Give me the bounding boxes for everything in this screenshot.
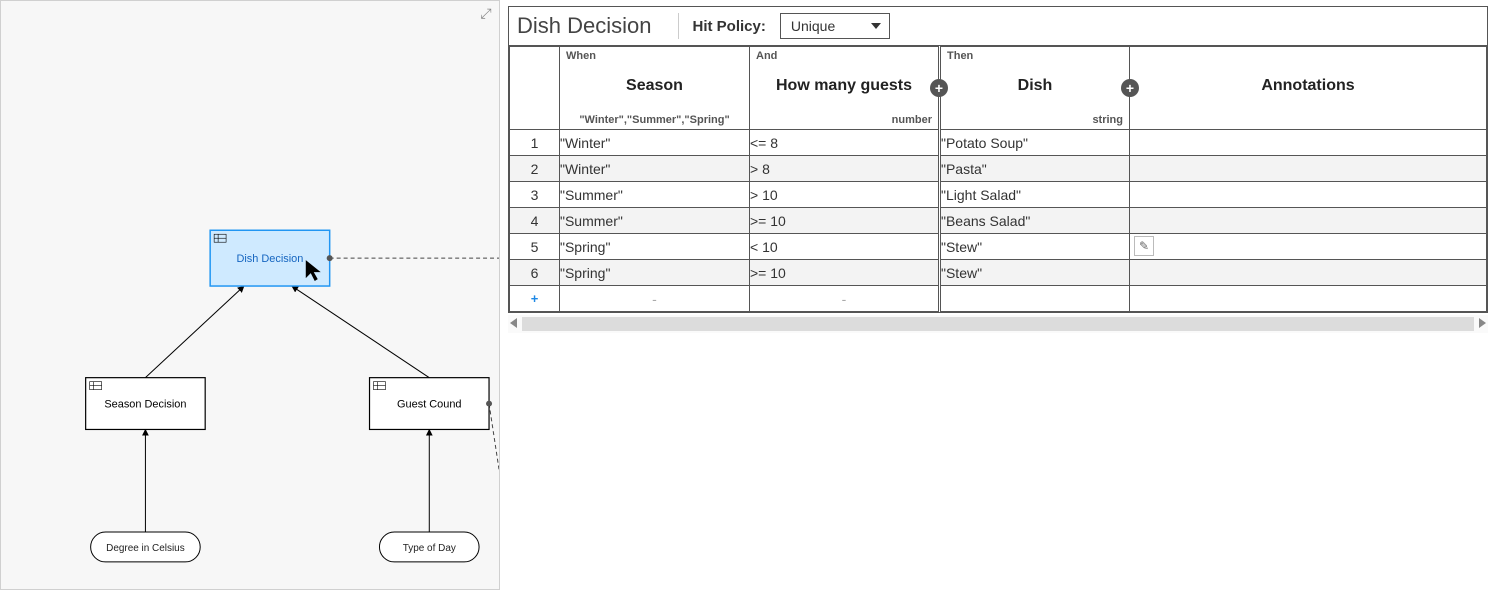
cell-output-dish[interactable]: "Stew" [940, 234, 1130, 260]
edge-season-to-dish [145, 286, 244, 378]
placeholder-cell[interactable] [1130, 286, 1487, 312]
add-output-column-button[interactable]: + [1121, 79, 1139, 97]
placeholder-cell[interactable]: - [560, 286, 750, 312]
input-degree-celsius-label: Degree in Celsius [106, 543, 185, 554]
table-title[interactable]: Dish Decision [517, 13, 664, 39]
edge-guest-to-dish [292, 286, 429, 378]
row-number: 4 [510, 208, 560, 234]
header-output-dish[interactable]: Then Dish string + [940, 47, 1130, 130]
output-dish-type: string [1092, 114, 1123, 126]
horizontal-scrollbar[interactable] [508, 315, 1488, 333]
output-dish-name: Dish [941, 77, 1129, 95]
node-season-decision[interactable]: Season Decision [86, 378, 206, 430]
diagram-panel[interactable]: ⤢ Dish Decision [0, 0, 500, 590]
input-season-values: "Winter","Summer","Spring" [560, 114, 749, 126]
hit-policy-select[interactable]: Unique [780, 13, 890, 39]
add-row[interactable]: +-- [510, 286, 1487, 312]
cell-input-season[interactable]: "Summer" [560, 208, 750, 234]
placeholder-cell[interactable] [940, 286, 1130, 312]
node-guest-count[interactable]: Guest Cound [370, 378, 493, 430]
cell-annotation[interactable] [1130, 260, 1487, 286]
hit-policy-label: Hit Policy: [693, 18, 766, 35]
cell-output-dish[interactable]: "Potato Soup" [940, 130, 1130, 156]
annotations-header-label: Annotations [1130, 77, 1486, 95]
table-row[interactable]: 6"Spring">= 10"Stew" [510, 260, 1487, 286]
cell-output-dish[interactable]: "Beans Salad" [940, 208, 1130, 234]
selection-handle[interactable] [327, 255, 333, 261]
decision-table: When Season "Winter","Summer","Spring" A… [509, 46, 1487, 312]
header-annotations[interactable]: Annotations [1130, 47, 1487, 130]
clause-when: When [566, 50, 596, 62]
add-input-column-button[interactable]: + [930, 79, 948, 97]
cell-input-season[interactable]: "Summer" [560, 182, 750, 208]
cell-input-guests[interactable]: > 8 [750, 156, 940, 182]
cell-input-season[interactable]: "Winter" [560, 156, 750, 182]
add-row-button[interactable]: + [510, 286, 560, 312]
table-row[interactable]: 3"Summer"> 10"Light Salad" [510, 182, 1487, 208]
hit-policy-value: Unique [791, 18, 835, 34]
clause-and: And [756, 50, 777, 62]
input-guests-name: How many guests [750, 77, 938, 95]
row-number: 2 [510, 156, 560, 182]
input-season-name: Season [560, 77, 749, 95]
input-type-of-day-label: Type of Day [403, 543, 456, 554]
row-number: 1 [510, 130, 560, 156]
cell-output-dish[interactable]: "Stew" [940, 260, 1130, 286]
input-degree-celsius[interactable]: Degree in Celsius [91, 532, 201, 562]
header-rownum [510, 47, 560, 130]
table-row[interactable]: 4"Summer">= 10"Beans Salad" [510, 208, 1487, 234]
cell-annotation[interactable] [1130, 130, 1487, 156]
cell-input-guests[interactable]: <= 8 [750, 130, 940, 156]
cell-input-guests[interactable]: < 10 [750, 234, 940, 260]
pencil-icon[interactable]: ✎ [1134, 236, 1154, 256]
cell-annotation[interactable] [1130, 208, 1487, 234]
input-type-of-day[interactable]: Type of Day [379, 532, 479, 562]
header-input-season[interactable]: When Season "Winter","Summer","Spring" [560, 47, 750, 130]
row-number: 3 [510, 182, 560, 208]
cell-annotation[interactable] [1130, 156, 1487, 182]
table-row[interactable]: 5"Spring"< 10"Stew"✎ [510, 234, 1487, 260]
cell-input-season[interactable]: "Spring" [560, 260, 750, 286]
row-number: 6 [510, 260, 560, 286]
row-number: 5 [510, 234, 560, 260]
placeholder-cell[interactable]: - [750, 286, 940, 312]
cell-input-season[interactable]: "Spring" [560, 234, 750, 260]
dmn-canvas[interactable]: Dish Decision Season Decision Guest Coun… [1, 1, 499, 589]
cell-annotation[interactable] [1130, 182, 1487, 208]
guest-handle[interactable] [486, 401, 492, 407]
table-row[interactable]: 2"Winter"> 8"Pasta" [510, 156, 1487, 182]
node-season-decision-label: Season Decision [104, 399, 186, 411]
node-guest-count-label: Guest Cound [397, 399, 461, 411]
cell-output-dish[interactable]: "Light Salad" [940, 182, 1130, 208]
dangling-connector [489, 404, 499, 470]
header-input-guests[interactable]: And How many guests number + [750, 47, 940, 130]
cell-annotation[interactable]: ✎ [1130, 234, 1487, 260]
table-titlebar: Dish Decision Hit Policy: Unique [508, 6, 1488, 46]
cell-input-season[interactable]: "Winter" [560, 130, 750, 156]
cell-input-guests[interactable]: > 10 [750, 182, 940, 208]
node-dish-decision-label: Dish Decision [236, 253, 303, 265]
table-row[interactable]: 1"Winter"<= 8"Potato Soup" [510, 130, 1487, 156]
cell-input-guests[interactable]: >= 10 [750, 208, 940, 234]
clause-then: Then [947, 50, 973, 62]
cell-input-guests[interactable]: >= 10 [750, 260, 940, 286]
decision-table-panel: Dish Decision Hit Policy: Unique When Se… [500, 0, 1492, 590]
input-guests-type: number [892, 114, 932, 126]
cell-output-dish[interactable]: "Pasta" [940, 156, 1130, 182]
title-separator [678, 13, 679, 39]
